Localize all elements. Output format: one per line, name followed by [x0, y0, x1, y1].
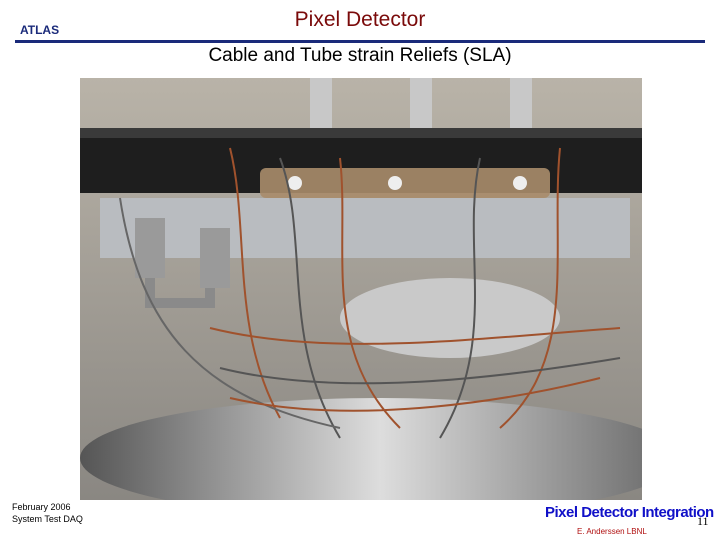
footer-project: Pixel Detector Integration — [545, 504, 714, 521]
footer-date: February 2006 — [12, 502, 71, 512]
header-rule — [15, 40, 705, 43]
page-number: 11 — [697, 514, 709, 528]
footer-author: E. Anderssen LBNL — [577, 527, 647, 536]
logo: ATLAS — [20, 23, 60, 37]
title: Pixel Detector — [294, 8, 426, 31]
photo — [80, 78, 642, 500]
footer-event: System Test DAQ — [12, 514, 83, 524]
subtitle: Cable and Tube strain Reliefs (SLA) — [208, 45, 512, 66]
